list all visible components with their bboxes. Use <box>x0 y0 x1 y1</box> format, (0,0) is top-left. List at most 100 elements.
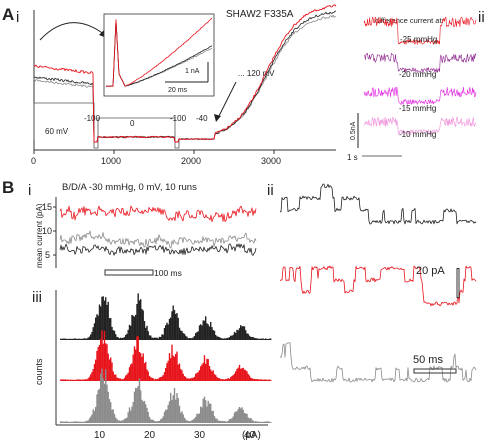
hist-bar <box>125 335 127 340</box>
hist-bar <box>111 362 113 381</box>
hist-bar <box>90 334 92 340</box>
hist-bar <box>63 379 66 381</box>
hist-bar <box>106 304 108 340</box>
hist-bar <box>60 379 62 381</box>
hist-bar <box>95 359 97 381</box>
hist-bar <box>260 421 262 423</box>
hist-bar <box>87 420 89 423</box>
hist-bar <box>113 413 116 423</box>
hist-bar <box>162 416 164 423</box>
hist-bar <box>108 359 111 381</box>
hist-bar <box>232 334 234 340</box>
hist-bar <box>190 378 192 381</box>
hist-bar <box>86 379 88 381</box>
hist-bar <box>76 421 78 423</box>
hist-bar <box>90 374 92 381</box>
hist-bar <box>190 338 192 340</box>
hist-bar <box>98 345 101 381</box>
hist-bar <box>141 356 143 381</box>
hist-bar <box>143 321 146 340</box>
hist-bar <box>186 420 188 423</box>
hist-bar <box>130 364 132 381</box>
hist-bar <box>206 358 208 381</box>
hist-bar <box>185 419 187 423</box>
hist-bar <box>130 410 132 423</box>
panel-b-ytick-10: 10 <box>42 226 52 236</box>
hist-bar <box>157 338 159 340</box>
hist-bar <box>80 338 82 340</box>
step-label-0: 0 <box>130 119 135 128</box>
hist-bar <box>102 378 104 423</box>
step-label-neg40: -40 <box>196 114 208 123</box>
hist-bar <box>105 343 107 381</box>
hist-bar <box>140 299 142 340</box>
hist-bar <box>101 296 103 340</box>
hist-bar <box>208 403 211 423</box>
hist-bar <box>147 371 149 381</box>
hist-bar <box>167 324 169 340</box>
hist-bar <box>152 378 154 381</box>
hist-bar <box>131 363 133 381</box>
hist-bar <box>208 326 211 340</box>
hist-bar <box>238 407 241 423</box>
hist-bar <box>243 369 246 381</box>
hist-bar <box>227 337 229 340</box>
hist-bar <box>216 336 218 340</box>
hist-bar <box>105 297 107 340</box>
hist-bar <box>107 301 109 340</box>
hist-bar <box>110 318 112 340</box>
hist-bar <box>266 379 268 381</box>
hist-bar <box>100 306 102 340</box>
hist-bar <box>138 352 141 381</box>
hist-bar <box>146 407 148 423</box>
aii-label-10: -10 mmHg <box>399 130 436 139</box>
hist-bar <box>221 420 223 423</box>
hist-bar <box>237 330 239 340</box>
hist-bar <box>192 377 194 381</box>
hist-bar <box>81 338 83 340</box>
hist-bar <box>188 338 191 340</box>
hist-bar <box>120 378 122 381</box>
hist-bar <box>253 421 256 423</box>
hist-bar <box>157 378 159 381</box>
hist-bar <box>70 422 72 423</box>
hist-bar <box>71 379 73 381</box>
hist-bar <box>247 374 249 381</box>
hist-bar <box>112 409 114 423</box>
hist-bar <box>141 309 143 340</box>
hist-bar <box>170 392 172 423</box>
hist-bar <box>78 421 81 423</box>
hist-bar <box>266 339 268 340</box>
hist-bar <box>90 416 92 423</box>
hist-bar <box>107 391 109 423</box>
hist-bar <box>183 333 186 340</box>
panel-label-b: B <box>2 178 14 197</box>
hist-bar <box>172 395 174 423</box>
hist-bar <box>192 419 194 423</box>
panel-a-ii-title: difference current at: <box>375 16 444 25</box>
hist-bar <box>223 379 226 381</box>
hist-bar <box>213 374 216 381</box>
hist-bar <box>237 408 239 423</box>
hist-bar <box>218 420 221 423</box>
protocol-steps <box>33 102 180 149</box>
hist-bar <box>158 377 161 381</box>
hist-bar <box>95 317 97 340</box>
hist-bar <box>175 399 177 423</box>
hist-bar <box>265 379 267 381</box>
hist-bar <box>77 338 79 340</box>
hist-bar <box>195 333 197 340</box>
hist-bar <box>220 338 222 340</box>
inset-traces <box>105 17 213 87</box>
hist-bar <box>118 378 121 381</box>
hist-bar <box>77 421 79 423</box>
hist-bar <box>261 338 263 340</box>
hist-bar <box>207 400 209 423</box>
hist-bar <box>67 379 69 381</box>
hist-bar <box>231 376 233 381</box>
hist-bar <box>185 376 187 381</box>
hist-bar <box>151 377 153 381</box>
hist-bar <box>193 418 196 423</box>
hist-bar <box>98 388 101 423</box>
inset-box <box>103 13 215 97</box>
